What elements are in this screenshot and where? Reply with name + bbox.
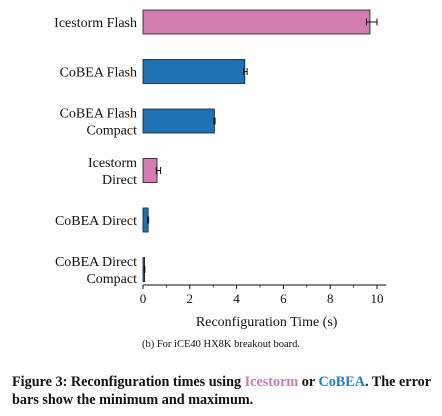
error-bar-4 [147, 216, 150, 224]
caption-icestorm: Icestorm [244, 374, 299, 390]
figure-caption: Figure 3: Reconfiguration times using Ic… [12, 373, 437, 409]
category-label-2-line-0: CoBEA Flash [60, 107, 137, 122]
bar-1 [142, 59, 246, 84]
x-axis-title: Reconfiguration Time (s) [196, 315, 338, 330]
caption-or: or [298, 374, 319, 390]
error-bar-2 [213, 117, 216, 125]
category-label-0: Icestorm Flash [54, 16, 137, 31]
category-label-5-line-1: Compact [86, 272, 137, 287]
bar-3 [142, 158, 158, 183]
error-bar-0 [365, 18, 378, 26]
error-bar-1 [243, 68, 248, 75]
bar-2 [142, 108, 215, 134]
x-tick-label-10: 10 [371, 291, 384, 306]
category-label-3-line-0: Icestorm [88, 156, 137, 171]
x-tick-label-8: 8 [327, 291, 334, 306]
category-label-5-line-0: CoBEA Direct [55, 255, 137, 270]
bar-chart: Icestorm Flash CoBEA Flash CoBEA Flash Comp… [54, 9, 387, 330]
category-label-3-line-1: Direct [102, 173, 137, 188]
bar-0 [142, 9, 371, 35]
subcaption: (b) For iCE40 HX8K breakout board. [141, 339, 301, 350]
x-tick-label-4: 4 [233, 291, 240, 306]
category-label-4: CoBEA Direct [55, 214, 137, 229]
x-tick-label-6: 6 [280, 291, 287, 306]
caption-suffix: . The error bars show the minimum and ma… [12, 374, 431, 408]
error-bar-3 [155, 167, 162, 174]
category-label-1: CoBEA Flash [60, 66, 137, 81]
x-tick-label-2: 2 [187, 291, 194, 306]
caption-cobea: CoBEA [318, 374, 365, 390]
x-tick-label-0: 0 [140, 291, 147, 306]
category-label-2-line-1: Compact [86, 124, 137, 139]
caption-prefix: Figure 3: Reconfiguration times using [12, 374, 245, 390]
